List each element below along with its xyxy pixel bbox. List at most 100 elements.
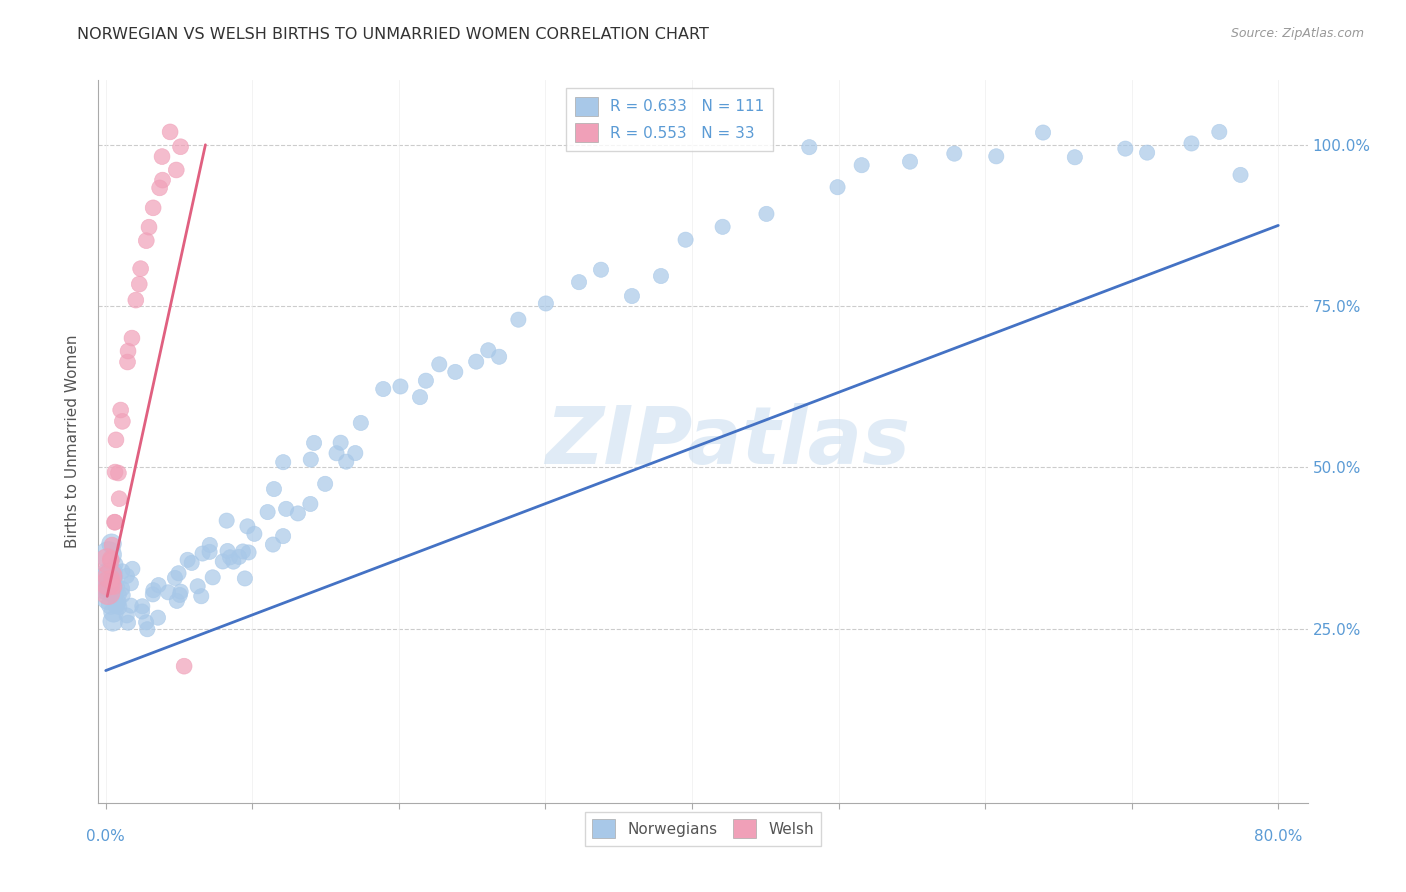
Point <box>98 578 121 592</box>
Point <box>97 548 120 562</box>
Point <box>314 476 336 491</box>
Point <box>325 446 347 460</box>
Point <box>107 466 129 480</box>
Point <box>534 296 557 310</box>
Point <box>96 554 118 568</box>
Point <box>711 219 734 234</box>
Point <box>117 355 139 369</box>
Point <box>169 588 191 602</box>
Point <box>136 622 159 636</box>
Point <box>215 514 238 528</box>
Point <box>1114 142 1136 156</box>
Point <box>104 515 127 529</box>
Point <box>898 154 921 169</box>
Point <box>131 599 153 614</box>
Point <box>1180 136 1202 151</box>
Point <box>166 594 188 608</box>
Point <box>222 555 245 569</box>
Point <box>1229 168 1251 182</box>
Point <box>190 589 212 603</box>
Text: 0.0%: 0.0% <box>86 829 125 844</box>
Point <box>335 455 357 469</box>
Point <box>110 403 132 417</box>
Point <box>851 158 873 172</box>
Point <box>1063 150 1085 164</box>
Point <box>98 577 121 591</box>
Point <box>104 591 127 605</box>
Point <box>799 140 821 154</box>
Point <box>344 446 367 460</box>
Point <box>173 659 195 673</box>
Point <box>111 565 134 579</box>
Point <box>302 436 325 450</box>
Point <box>238 545 260 559</box>
Point <box>191 547 214 561</box>
Point <box>104 599 127 613</box>
Point <box>568 275 591 289</box>
Point <box>108 588 131 602</box>
Point <box>211 554 233 568</box>
Point <box>169 584 191 599</box>
Point <box>187 579 209 593</box>
Point <box>232 544 254 558</box>
Point <box>201 570 224 584</box>
Point <box>1208 125 1230 139</box>
Point <box>98 570 121 584</box>
Point <box>120 576 142 591</box>
Point <box>157 585 180 599</box>
Point <box>827 180 849 194</box>
Point <box>142 583 165 598</box>
Point <box>180 556 202 570</box>
Point <box>373 382 395 396</box>
Point <box>198 538 221 552</box>
Point <box>477 343 499 358</box>
Point <box>100 566 122 581</box>
Point <box>176 553 198 567</box>
Point <box>129 261 152 276</box>
Point <box>115 569 138 583</box>
Point <box>115 608 138 623</box>
Point <box>111 582 134 596</box>
Point <box>108 491 131 506</box>
Text: NORWEGIAN VS WELSH BIRTHS TO UNMARRIED WOMEN CORRELATION CHART: NORWEGIAN VS WELSH BIRTHS TO UNMARRIED W… <box>77 27 709 42</box>
Point <box>427 357 450 371</box>
Point <box>233 571 256 585</box>
Point <box>271 455 294 469</box>
Point <box>98 590 121 604</box>
Point <box>299 497 322 511</box>
Point <box>236 519 259 533</box>
Point <box>243 526 266 541</box>
Point <box>219 550 242 565</box>
Point <box>299 452 322 467</box>
Text: ZIPatlas: ZIPatlas <box>544 402 910 481</box>
Point <box>117 344 139 359</box>
Point <box>111 588 134 602</box>
Point <box>146 610 169 624</box>
Point <box>98 553 121 567</box>
Point <box>620 289 643 303</box>
Legend: Norwegians, Welsh: Norwegians, Welsh <box>585 812 821 846</box>
Point <box>121 562 143 576</box>
Point <box>217 544 239 558</box>
Point <box>389 379 412 393</box>
Point <box>271 529 294 543</box>
Point <box>228 549 250 564</box>
Point <box>329 435 352 450</box>
Point <box>105 598 128 612</box>
Point <box>142 201 165 215</box>
Text: 80.0%: 80.0% <box>1254 829 1302 844</box>
Point <box>167 566 190 581</box>
Point <box>135 615 157 630</box>
Y-axis label: Births to Unmarried Women: Births to Unmarried Women <box>65 334 80 549</box>
Point <box>131 605 153 619</box>
Point <box>755 207 778 221</box>
Point <box>943 146 966 161</box>
Point <box>165 163 187 178</box>
Point <box>111 414 134 428</box>
Point <box>488 350 510 364</box>
Point <box>152 173 174 187</box>
Point <box>97 569 120 583</box>
Point <box>104 558 127 572</box>
Point <box>675 233 697 247</box>
Point <box>262 537 284 551</box>
